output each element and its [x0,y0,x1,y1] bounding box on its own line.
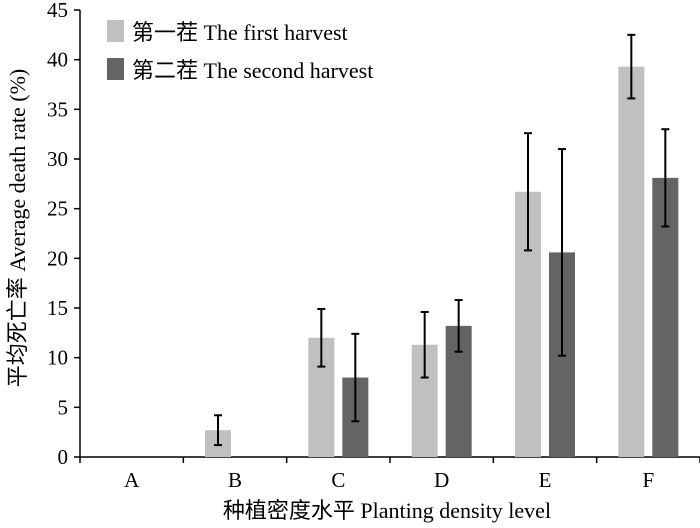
y-tick-label: 0 [58,445,69,469]
y-tick-label: 20 [47,246,68,270]
legend-swatch-second-harvest [107,58,124,80]
x-tick-label: F [642,468,654,492]
y-tick-label: 40 [47,48,68,72]
y-tick-label: 10 [47,346,68,370]
x-axis-title: 种植密度水平 Planting density level [223,498,551,523]
y-tick-label: 35 [47,97,68,121]
y-tick-label: 25 [47,197,68,221]
x-tick-label: A [124,468,140,492]
legend-swatch-first-harvest [107,20,124,42]
legend-label-first-harvest: 第一茬 The first harvest [132,20,348,45]
x-tick-label: D [434,468,449,492]
y-tick-label: 5 [58,395,69,419]
legend: 第一茬 The first harvest 第二茬 The second har… [107,20,373,83]
bar-first-harvest-F [618,66,645,458]
y-tick-label: 30 [47,147,68,171]
y-axis-title: 平均死亡率 Average death rate (%) [5,69,30,387]
x-tick-label: E [539,468,552,492]
y-tick-label: 45 [47,0,68,22]
x-tick-label: C [331,468,345,492]
y-tick-label: 15 [47,296,68,320]
plot-area: 0 5 10 15 20 25 30 35 40 45 A B C D E F [47,0,700,492]
legend-label-second-harvest: 第二茬 The second harvest [132,58,373,83]
x-tick-label: B [228,468,242,492]
